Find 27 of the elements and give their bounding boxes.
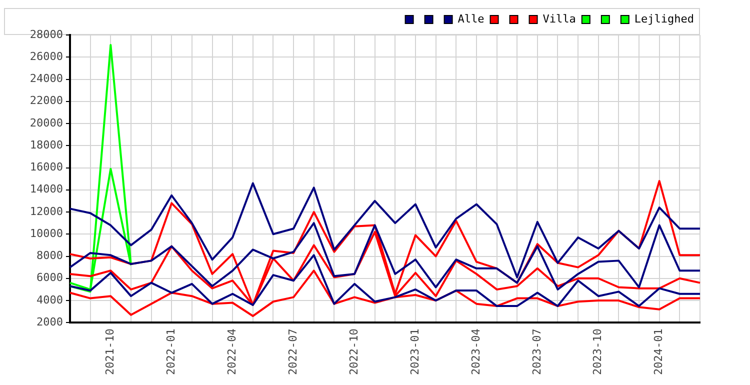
x-tick-label: 2022-01 [164,328,178,375]
y-tick-label: 14000 [30,182,63,196]
y-tick-label: 2000 [36,316,63,328]
y-tick-label: 28000 [30,28,63,41]
y-tick-label: 18000 [30,138,63,152]
y-tick-label: 16000 [30,160,63,174]
x-tick-label: 2023-01 [408,328,422,375]
y-tick-label: 10000 [30,226,63,240]
y-tick-label: 26000 [30,50,63,63]
x-tick-label: 2022-07 [286,328,300,375]
x-tick-label: 2024-01 [652,328,666,375]
x-tick-label: 2023-10 [591,328,604,375]
legend-label: Villa [542,12,576,26]
x-tick-label: 2023-07 [530,328,544,375]
legend-label: Lejlighed [634,12,694,26]
y-tick-label: 8000 [36,249,63,262]
y-tick-label: 24000 [30,72,63,86]
y-tick-label: 20000 [30,116,63,130]
x-tick-label: 2021-10 [104,328,117,375]
y-tick-label: 4000 [36,293,63,306]
y-tick-label: 6000 [36,271,63,284]
x-tick-label: 2022-10 [347,328,360,375]
y-tick-label: 12000 [30,204,63,218]
x-tick-label: 2023-04 [469,328,482,375]
legend-label: Alle [458,12,484,26]
y-tick-label: 22000 [30,94,63,108]
x-tick-label: 2022-04 [225,328,238,375]
